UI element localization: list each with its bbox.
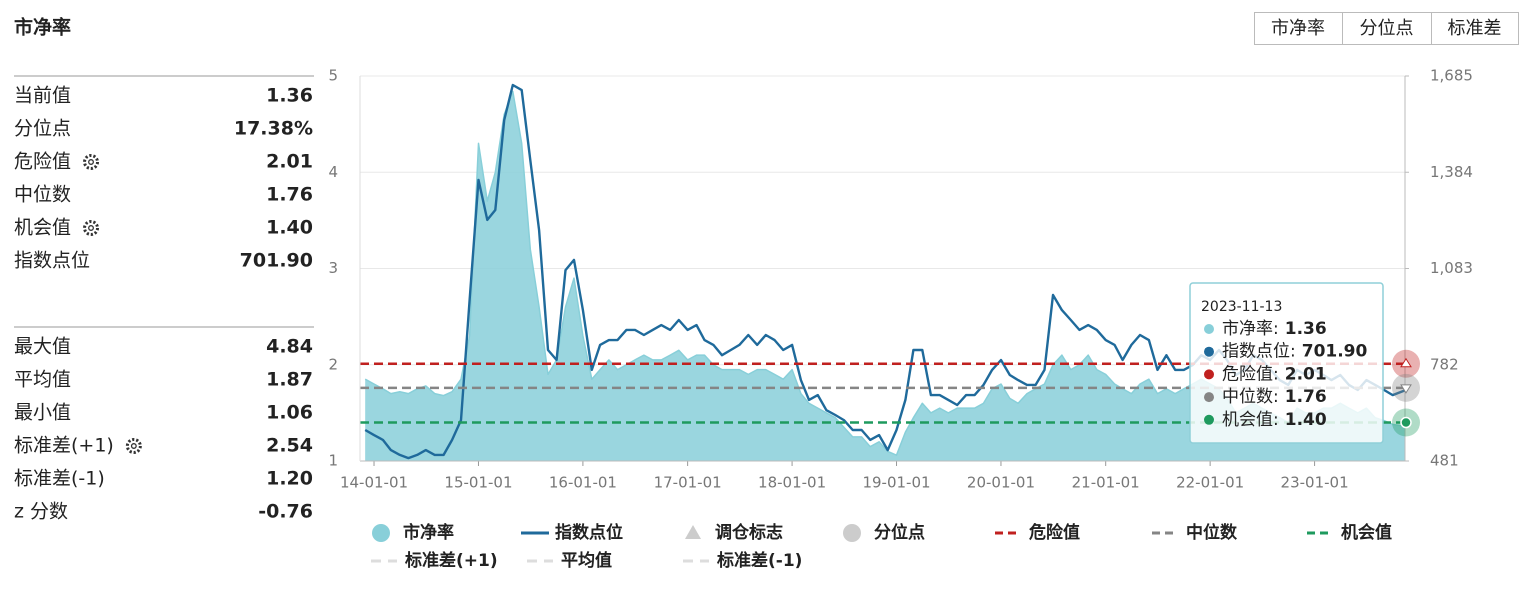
y2-tick-label: 1,685 xyxy=(1430,67,1473,85)
x-tick-label: 20-01-01 xyxy=(967,474,1035,492)
stat-value: -0.76 xyxy=(258,501,313,523)
tab[interactable]: 市净率 xyxy=(1254,12,1343,45)
x-tick-label: 22-01-01 xyxy=(1176,474,1244,492)
legend-label[interactable]: 平均值 xyxy=(561,550,612,571)
tooltip-label: 中位数: xyxy=(1222,387,1279,407)
legend-label[interactable]: 机会值 xyxy=(1341,522,1392,543)
tooltip-dot xyxy=(1204,414,1214,425)
tab[interactable]: 分位点 xyxy=(1342,12,1432,45)
legend-label[interactable]: 分位点 xyxy=(874,522,925,543)
legend-label[interactable]: 危险值 xyxy=(1028,522,1080,543)
tooltip-label: 危险值: xyxy=(1222,364,1279,384)
reference-marker-arrow xyxy=(1400,357,1412,368)
stat-label: 指数点位 xyxy=(14,250,90,272)
y2-tick-label: 1,083 xyxy=(1430,259,1473,277)
gear-icon[interactable] xyxy=(83,220,100,236)
reference-marker-core xyxy=(1400,416,1412,429)
stat-label: 最小值 xyxy=(14,402,71,424)
tooltip-dot xyxy=(1204,346,1214,357)
legend-label[interactable]: 中位数 xyxy=(1186,522,1238,543)
stat-value: 1.36 xyxy=(266,85,313,107)
tooltip-dot xyxy=(1204,324,1214,334)
y-tick-label: 4 xyxy=(328,163,338,181)
stat-value: 4.84 xyxy=(266,336,313,358)
area xyxy=(365,91,1405,462)
stat-label: 最大值 xyxy=(14,336,71,358)
y-tick-label: 5 xyxy=(328,67,338,85)
stat-label: z 分数 xyxy=(14,501,68,523)
stat-value: 701.90 xyxy=(240,250,313,272)
stat-label: 平均值 xyxy=(14,369,71,391)
stat-label: 中位数 xyxy=(14,184,71,206)
stat-label: 分位点 xyxy=(14,118,71,140)
y2-tick-label: 481 xyxy=(1430,452,1459,470)
y-tick-label: 3 xyxy=(328,259,338,277)
tab-label[interactable]: 市净率 xyxy=(1271,18,1325,39)
reference-marker-arrow xyxy=(1400,384,1412,394)
y-tick-label: 2 xyxy=(328,355,338,373)
tooltip-dot xyxy=(1204,392,1214,403)
legend-symbol[interactable] xyxy=(372,524,390,542)
stat-value: 1.06 xyxy=(266,402,313,424)
x-tick-label: 16-01-01 xyxy=(549,474,617,492)
gear-hole xyxy=(130,443,137,449)
tooltip-value: 1.36 xyxy=(1285,319,1327,339)
x-tick-label: 17-01-01 xyxy=(654,474,722,492)
stat-label: 标准差(+1) xyxy=(14,435,114,457)
gear-icon[interactable] xyxy=(125,438,142,454)
stat-value: 1.87 xyxy=(266,369,313,391)
stat-value: 1.20 xyxy=(266,468,313,490)
stat-label: 当前值 xyxy=(14,85,71,107)
gear-hole xyxy=(88,159,94,165)
tooltip-label: 指数点位: xyxy=(1222,342,1296,362)
tooltip-label: 机会值: xyxy=(1222,410,1279,430)
legend-label[interactable]: 标准差(+1) xyxy=(405,550,498,571)
legend-symbol[interactable] xyxy=(685,525,701,539)
x-tick-label: 23-01-01 xyxy=(1281,474,1349,492)
tab-label[interactable]: 标准差 xyxy=(1448,18,1502,39)
tooltip-value: 1.76 xyxy=(1285,387,1327,407)
stat-value: 1.76 xyxy=(266,184,313,206)
x-tick-label: 21-01-01 xyxy=(1072,474,1140,492)
tab-box[interactable] xyxy=(1342,12,1432,45)
stat-label: 机会值 xyxy=(14,217,71,239)
tooltip-value: 701.90 xyxy=(1302,342,1368,362)
x-tick-label: 14-01-01 xyxy=(340,474,408,492)
y2-tick-label: 1,384 xyxy=(1430,163,1473,181)
y2-tick-label: 782 xyxy=(1430,355,1459,373)
stat-value: 2.54 xyxy=(266,435,313,457)
gear-icon[interactable] xyxy=(83,154,100,170)
gear-hole xyxy=(88,225,94,231)
stat-label: 危险值 xyxy=(14,151,71,173)
legend-label[interactable]: 标准差(-1) xyxy=(717,550,802,571)
stat-label: 标准差(-1) xyxy=(14,468,105,490)
y-tick-label: 1 xyxy=(328,452,338,470)
tab-label[interactable]: 分位点 xyxy=(1360,18,1414,39)
stat-value: 17.38% xyxy=(234,118,313,140)
page-title: 市净率 xyxy=(14,16,71,39)
legend-symbol[interactable] xyxy=(843,524,861,542)
legend-label[interactable]: 调仓标志 xyxy=(715,522,783,543)
x-tick-label: 15-01-01 xyxy=(444,474,512,492)
tooltip-date: 2023-11-13 xyxy=(1201,299,1282,315)
tab[interactable]: 标准差 xyxy=(1431,12,1519,45)
legend-label[interactable]: 指数点位 xyxy=(555,522,623,543)
legend-label[interactable]: 市净率 xyxy=(403,522,454,543)
tooltip-value: 1.40 xyxy=(1285,410,1327,430)
tooltip-value: 2.01 xyxy=(1285,364,1327,384)
stat-value: 1.40 xyxy=(266,217,313,239)
stat-value: 2.01 xyxy=(266,151,313,173)
tooltip-dot xyxy=(1204,369,1214,380)
x-tick-label: 18-01-01 xyxy=(758,474,826,492)
tooltip-label: 市净率: xyxy=(1222,319,1279,339)
tab-box[interactable] xyxy=(1254,12,1343,45)
tab-box[interactable] xyxy=(1431,12,1519,45)
x-tick-label: 19-01-01 xyxy=(862,474,930,492)
tooltip-box xyxy=(1189,282,1384,444)
